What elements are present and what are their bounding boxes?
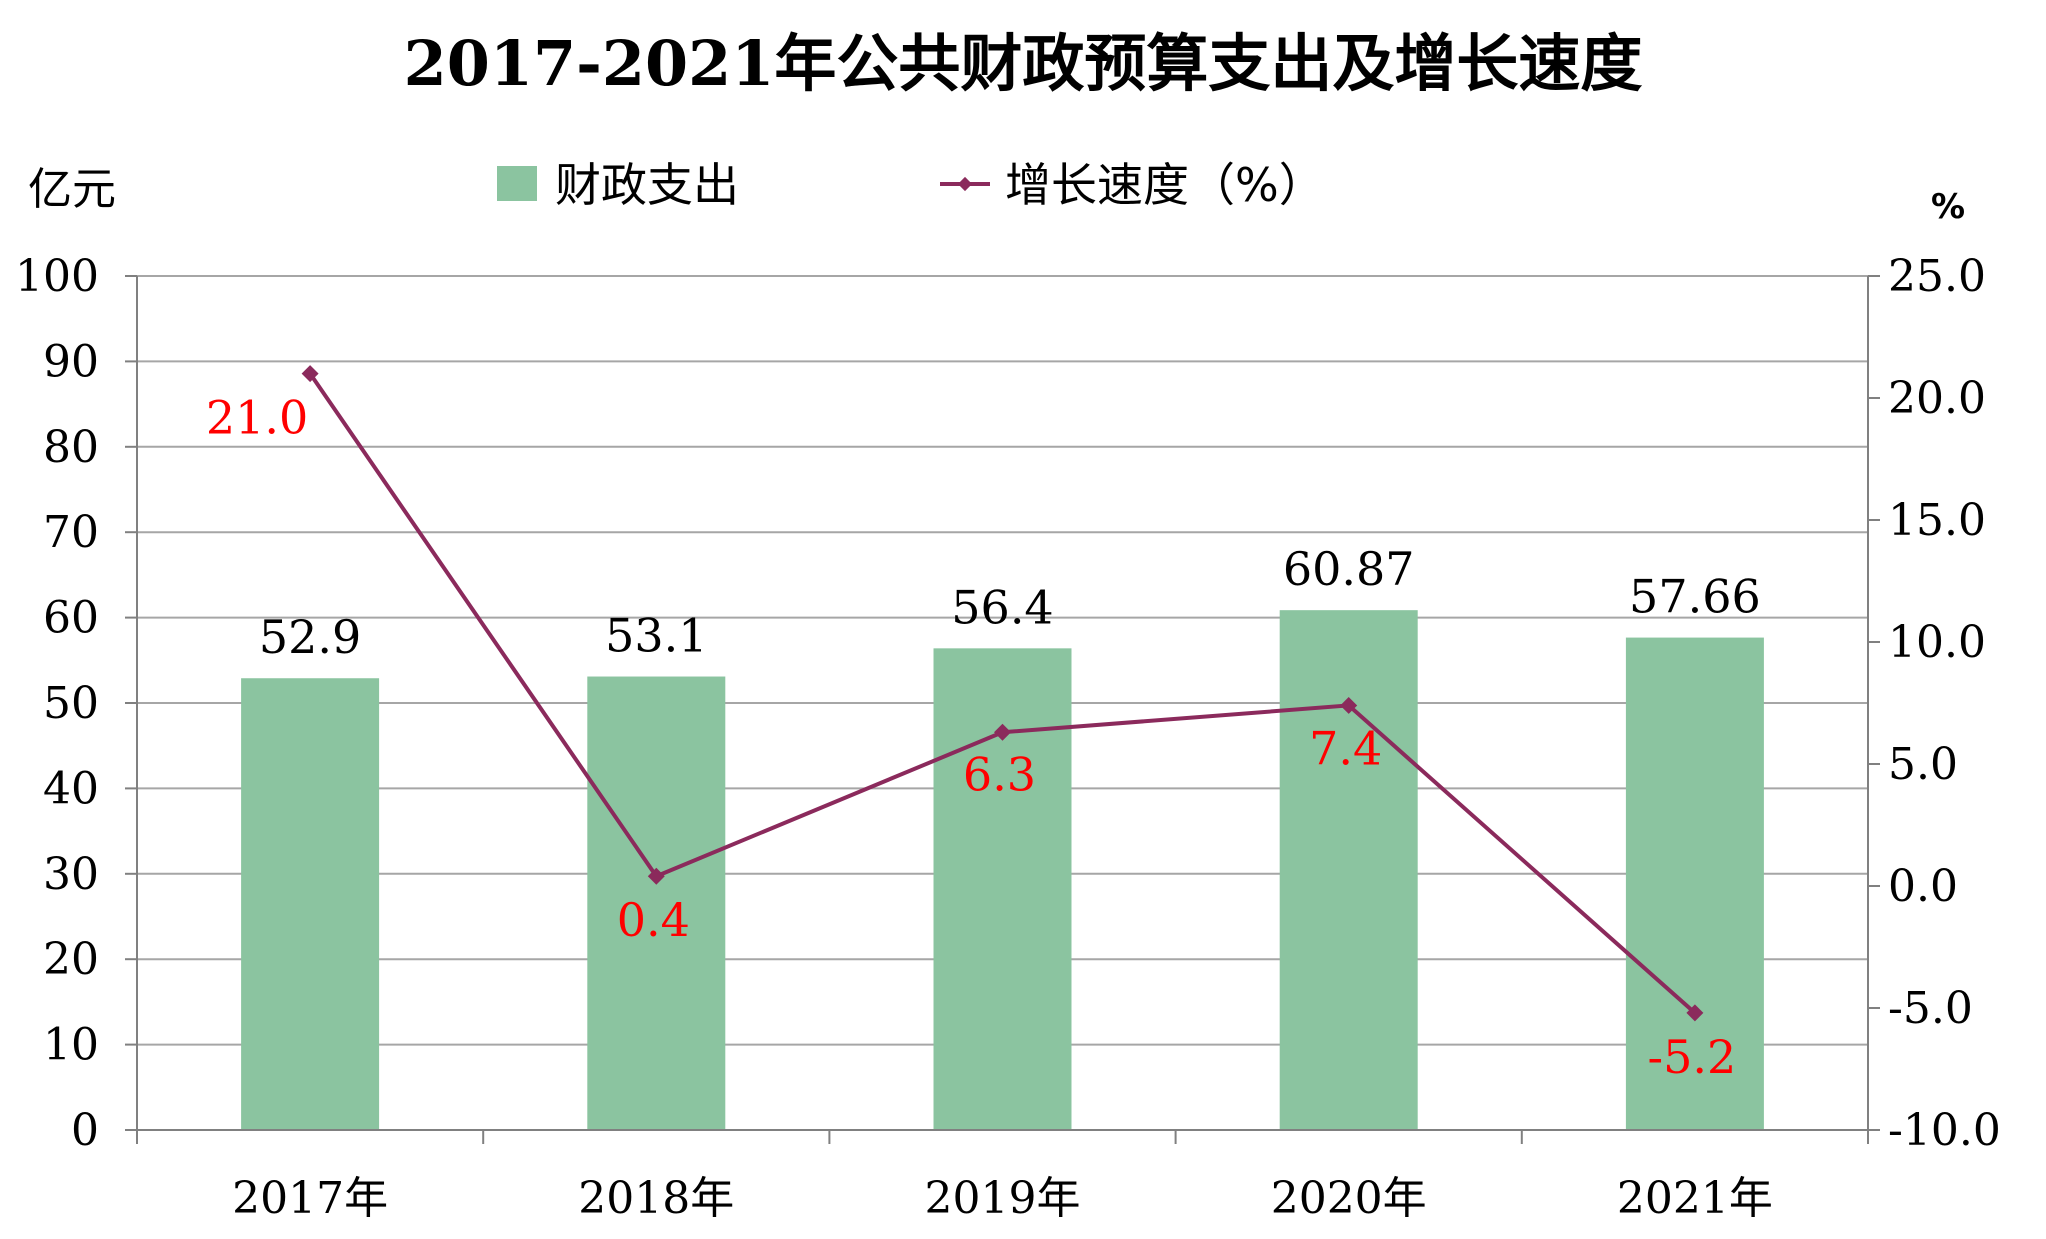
right-axis-unit: % [1931, 187, 1965, 227]
category-label: 2020年 [1271, 1173, 1427, 1224]
bar [241, 678, 380, 1130]
growth-value-label: 21.0 [206, 391, 308, 445]
legend-swatch-bar [497, 166, 537, 201]
right-tick-label: 20.0 [1888, 373, 1986, 424]
chart-title: 2017-2021年公共财政预算支出及增长速度 [404, 27, 1643, 100]
right-tick-label: -5.0 [1888, 983, 1973, 1034]
bar [933, 648, 1072, 1130]
line-point [647, 867, 665, 885]
legend-label-line: 增长速度（%） [1005, 158, 1325, 212]
growth-value-label: 7.4 [1309, 721, 1382, 775]
right-axis-ticks: -10.0 -5.0 0.0 5.0 10.0 15.0 20.0 25.0 [1868, 251, 2001, 1156]
data-labels: 52.9 53.1 56.4 60.87 57.66 21.0 0.4 6.3 7.4 -5.2 [206, 391, 1761, 1084]
left-tick-label: 40 [43, 763, 99, 814]
legend-label-bar: 财政支出 [555, 158, 739, 212]
line-series [301, 365, 1704, 1022]
right-tick-label: 0.0 [1888, 861, 1958, 912]
bar-value-label: 57.66 [1629, 570, 1761, 624]
bar [1279, 610, 1418, 1130]
category-label: 2017年 [232, 1173, 388, 1224]
left-tick-label: 30 [43, 849, 99, 900]
left-tick-label: 90 [43, 336, 99, 387]
category-label: 2018年 [578, 1173, 734, 1224]
left-tick-label: 0 [71, 1105, 99, 1156]
bar-series [241, 610, 1764, 1130]
left-tick-label: 60 [43, 593, 99, 644]
bar-value-label: 52.9 [259, 610, 361, 664]
left-tick-label: 50 [43, 678, 99, 729]
right-tick-label: 10.0 [1888, 617, 1986, 668]
left-tick-label: 80 [43, 422, 99, 473]
left-tick-label: 10 [43, 1020, 99, 1071]
right-tick-label: 5.0 [1888, 739, 1958, 790]
bar-value-label: 53.1 [605, 609, 707, 663]
line-point [301, 365, 319, 383]
category-labels: 2017年 2018年 2019年 2020年 2021年 [232, 1173, 1773, 1224]
left-tick-label: 70 [43, 507, 99, 558]
bar-value-label: 56.4 [951, 580, 1053, 634]
category-label: 2019年 [925, 1173, 1081, 1224]
growth-value-label: -5.2 [1648, 1030, 1737, 1084]
growth-value-label: 6.3 [963, 747, 1036, 801]
category-label: 2021年 [1617, 1173, 1773, 1224]
right-tick-label: -10.0 [1888, 1105, 2001, 1156]
bar [587, 676, 726, 1130]
bar [1625, 637, 1764, 1130]
left-tick-label: 20 [43, 934, 99, 985]
left-axis-ticks: 0 10 20 30 40 50 60 70 80 90 100 [15, 251, 137, 1156]
bar-value-label: 60.87 [1283, 542, 1415, 596]
line-point [1686, 1004, 1704, 1022]
left-axis-unit: 亿元 [28, 164, 116, 215]
legend-swatch-marker [957, 176, 973, 192]
line-point [1340, 696, 1358, 714]
line-point [994, 723, 1011, 741]
right-tick-label: 25.0 [1888, 251, 1986, 302]
right-tick-label: 15.0 [1888, 495, 1986, 546]
growth-value-label: 0.4 [617, 893, 690, 947]
legend: 财政支出 增长速度（%） [497, 158, 1325, 212]
left-tick-label: 100 [15, 251, 99, 302]
